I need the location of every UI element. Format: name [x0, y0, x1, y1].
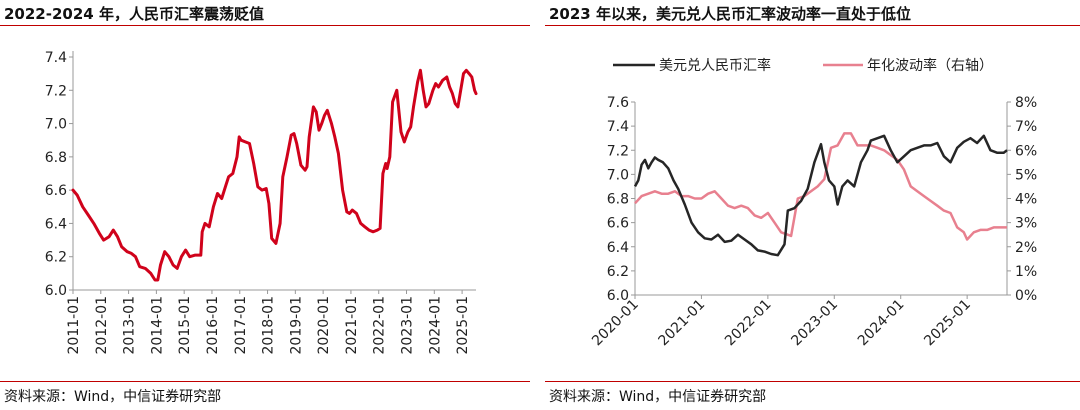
x-tick-label: 2021-01 [656, 297, 709, 350]
right-source-rule [545, 381, 1080, 382]
right-y-tick-label: 0% [1015, 288, 1037, 304]
x-tick-label: 2023-01 [788, 297, 841, 350]
left-chart-title: 2022-2024 年，人民币汇率震荡贬值 [4, 5, 264, 23]
left-y-tick-label: 7.2 [607, 143, 629, 159]
right-y-tick-label: 7% [1015, 119, 1037, 135]
x-tick-label: 2025-01 [455, 296, 471, 355]
left-line-chart: 6.0 6.2 6.4 6.6 6.8 7.0 7.2 7.4 2011-01 2012-01 20… [45, 50, 478, 355]
left-title-rule [0, 25, 530, 26]
right-y-tick-label: 4% [1015, 192, 1037, 208]
legend-usdcny-label: 美元兑人民币汇率 [659, 57, 771, 74]
y-tick-label: 7.0 [45, 117, 67, 133]
x-tick-label: 2015-01 [177, 296, 193, 355]
volatility-line [634, 132, 1007, 241]
usdcny-line [633, 134, 1008, 257]
x-tick-label: 2024-01 [855, 297, 908, 350]
y-tick-label: 6.6 [45, 183, 67, 199]
left-y-tick-label: 6.8 [607, 192, 629, 208]
left-y-tick-label: 7.4 [607, 119, 629, 135]
x-tick-label: 2021-01 [344, 296, 360, 355]
right-y-tick-label: 5% [1015, 167, 1037, 183]
y-tick-label: 6.0 [45, 283, 67, 299]
right-title-rule [545, 25, 1080, 26]
left-source-note: 资料来源：Wind，中信证券研究部 [4, 389, 222, 405]
right-y-tick-label: 8% [1015, 95, 1037, 111]
x-tick-label: 2016-01 [205, 296, 221, 355]
rmb-exchange-rate-line [71, 68, 478, 282]
right-dual-axis-line-chart: 6.0 6.2 6.4 6.6 6.8 7.0 7.2 7.4 7.6 0% 1% 2% 3% 4% 5% 6… [589, 57, 1037, 350]
x-tick-label: 2011-01 [66, 296, 82, 355]
x-tick-label: 2020-01 [589, 297, 642, 350]
legend-volatility-label: 年化波动率（右轴） [867, 57, 993, 74]
left-y-tick-label: 6.0 [607, 288, 629, 304]
left-y-tick-label: 6.2 [607, 264, 629, 280]
right-y-tick-label: 1% [1015, 264, 1037, 280]
x-tick-label: 2014-01 [149, 296, 165, 355]
right-y-tick-label: 6% [1015, 143, 1037, 159]
left-y-tick-label: 7.0 [607, 167, 629, 183]
right-y-tick-label: 2% [1015, 240, 1037, 256]
y-tick-label: 7.4 [45, 50, 67, 66]
left-source-rule [0, 381, 530, 382]
right-chart-panel: 2023 年以来，美元兑人民币汇率波动率一直处于低位 6.0 6.2 6.4 6.6 6… [545, 0, 1080, 410]
left-y-tick-label: 6.6 [607, 216, 629, 232]
x-tick-label: 2022-01 [722, 297, 775, 350]
y-tick-label: 6.4 [45, 216, 67, 232]
x-tick-label: 2022-01 [372, 296, 388, 355]
y-tick-label: 7.2 [45, 83, 67, 99]
x-tick-label: 2019-01 [288, 296, 304, 355]
y-tick-label: 6.2 [45, 250, 67, 266]
x-tick-label: 2018-01 [261, 296, 277, 355]
right-source-note: 资料来源：Wind，中信证券研究部 [549, 389, 767, 405]
y-tick-label: 6.8 [45, 150, 67, 166]
x-tick-label: 2023-01 [400, 296, 416, 355]
x-tick-label: 2012-01 [94, 296, 110, 355]
left-chart-panel: 2022-2024 年，人民币汇率震荡贬值 6.0 6.2 6.4 6.6 6.8 7.0… [0, 0, 530, 410]
x-tick-label: 2017-01 [233, 296, 249, 355]
x-tick-label: 2025-01 [921, 297, 974, 350]
x-tick-label: 2020-01 [316, 296, 332, 355]
left-y-tick-label: 7.6 [607, 95, 629, 111]
x-tick-label: 2013-01 [122, 296, 138, 355]
left-y-tick-label: 6.4 [607, 240, 629, 256]
right-chart-title: 2023 年以来，美元兑人民币汇率波动率一直处于低位 [549, 5, 911, 23]
right-y-tick-label: 3% [1015, 216, 1037, 232]
x-tick-label: 2024-01 [427, 296, 443, 355]
